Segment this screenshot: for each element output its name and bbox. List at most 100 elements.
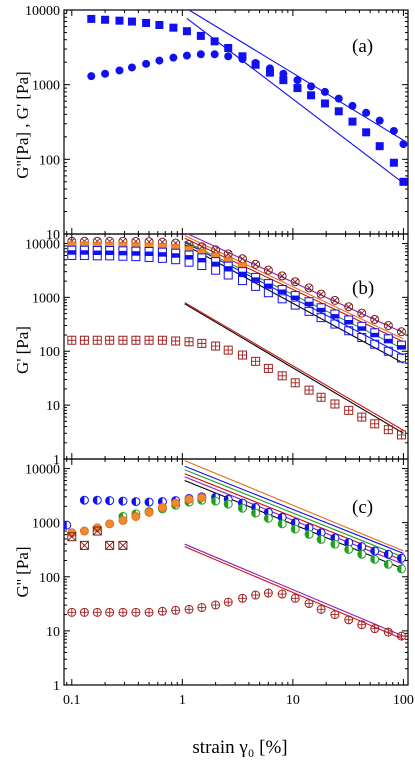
data-point-fill — [305, 530, 310, 539]
data-point — [383, 321, 393, 331]
data-point — [67, 250, 77, 260]
y-tick-label: 100 — [39, 153, 60, 168]
fit-line — [184, 244, 404, 364]
data-point — [277, 271, 287, 281]
data-point-cross — [305, 599, 314, 608]
data-point — [293, 84, 302, 93]
y-tick-label: 1000 — [32, 291, 60, 306]
data-point — [105, 251, 115, 261]
data-point-cross — [251, 357, 260, 366]
data-point-cross — [279, 272, 286, 280]
data-point — [131, 511, 141, 521]
data-point-fill — [397, 554, 402, 563]
data-point — [196, 31, 205, 40]
data-point-fill — [197, 257, 206, 262]
data-point-cross — [67, 532, 77, 542]
data-point-fill — [131, 497, 136, 506]
data-point-fill — [264, 283, 273, 288]
data-point — [330, 295, 340, 305]
data-point-fill — [278, 513, 283, 522]
data-point — [224, 43, 233, 52]
y-tick-label: 1000 — [32, 79, 60, 94]
data-point — [396, 327, 406, 337]
y-tick-label: 10000 — [25, 4, 60, 19]
data-point-cross — [357, 620, 366, 629]
data-point-cross — [345, 303, 352, 310]
data-point-fill — [384, 338, 393, 343]
data-point-fill — [105, 250, 114, 255]
data-point — [169, 23, 178, 32]
data-point-fill — [397, 345, 406, 350]
data-point-cross — [211, 601, 220, 610]
data-point-cross — [80, 608, 89, 617]
panel-lines — [186, 10, 404, 184]
data-point — [118, 515, 128, 525]
data-point — [101, 69, 110, 78]
data-point-cross — [385, 322, 392, 329]
data-point-fill — [224, 266, 233, 271]
fit-line — [184, 465, 404, 554]
data-point-cross — [171, 336, 180, 345]
data-point — [362, 108, 371, 117]
data-point-cross — [291, 378, 300, 387]
data-point-cross — [397, 430, 406, 439]
data-point — [290, 277, 300, 287]
data-point-cross — [185, 337, 194, 346]
data-point-fill — [145, 498, 150, 507]
y-tick-label: 1 — [53, 679, 60, 694]
data-point-fill — [370, 546, 375, 555]
fit-line — [184, 460, 404, 552]
y-axis-label-c: G'' [Pa] — [13, 547, 32, 598]
data-point-fill — [357, 326, 366, 331]
data-point-cross — [105, 336, 114, 345]
data-point-cross — [330, 610, 339, 619]
fit-line — [184, 473, 404, 561]
data-point-cross — [370, 624, 379, 633]
panel-label-b: (b) — [352, 278, 374, 299]
data-point-fill — [211, 497, 216, 506]
data-point-fill — [238, 504, 243, 513]
data-point — [383, 346, 393, 356]
y-tick-label: 100 — [39, 571, 60, 586]
data-point — [87, 14, 96, 23]
data-point — [389, 158, 398, 167]
y-tick-label: 10000 — [25, 237, 60, 252]
data-point — [237, 276, 247, 286]
data-point-fill — [291, 295, 300, 300]
data-point — [171, 255, 181, 265]
y-axis-label-a: G''[Pa] , G' [Pa] — [13, 71, 32, 178]
data-point-cross — [238, 594, 247, 603]
data-point-fill — [118, 250, 127, 255]
data-point — [155, 56, 164, 65]
data-point — [169, 53, 178, 62]
data-point — [370, 339, 380, 349]
data-point — [79, 526, 89, 536]
data-point-cross — [211, 342, 220, 351]
data-point — [157, 253, 167, 263]
data-point-fill — [384, 560, 389, 569]
data-point — [334, 107, 343, 116]
data-point — [142, 18, 151, 27]
fit-line — [184, 546, 404, 640]
data-point — [105, 540, 115, 550]
data-point — [251, 281, 261, 291]
data-point-cross — [197, 603, 206, 612]
data-point — [357, 332, 367, 342]
data-point-cross — [118, 608, 127, 617]
data-point — [399, 177, 408, 186]
y-tick-label: 10000 — [25, 463, 60, 478]
data-point-fill — [238, 271, 247, 276]
data-point — [105, 519, 115, 529]
data-point-cross — [264, 364, 273, 373]
data-point-cross — [239, 255, 246, 262]
data-point-cross — [92, 526, 102, 536]
data-point — [348, 117, 357, 126]
y-tick-label: 1 — [53, 453, 60, 468]
data-point-cross — [224, 346, 233, 355]
data-point-fill — [278, 519, 283, 528]
data-point-cross — [264, 589, 273, 598]
data-point-cross — [331, 297, 339, 304]
data-point-cross — [224, 598, 233, 607]
panel-points — [87, 14, 408, 186]
panel-label-c: (c) — [352, 497, 373, 518]
